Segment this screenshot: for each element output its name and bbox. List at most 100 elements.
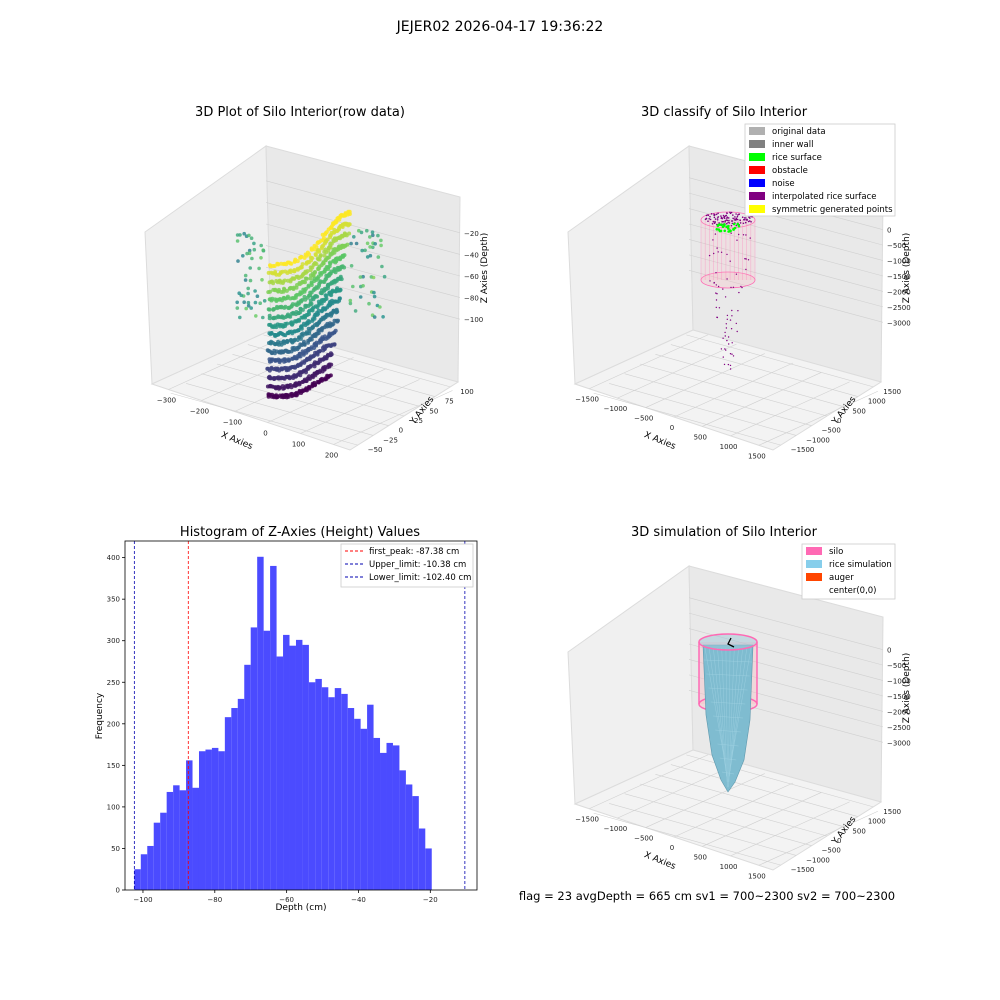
mesh-line	[729, 647, 739, 777]
interpolated-point	[717, 212, 719, 215]
interpolated-point	[705, 214, 708, 217]
point	[311, 353, 316, 358]
point	[246, 291, 250, 296]
plot2-silo-wireframe	[700, 211, 756, 289]
interpolated-point	[724, 221, 726, 223]
plot3-bars	[134, 556, 432, 890]
point	[244, 306, 248, 311]
interpolated-point	[738, 213, 740, 215]
interpolated-point	[735, 213, 737, 215]
legend-label: center(0,0)	[829, 586, 877, 596]
point	[243, 278, 248, 282]
wall-point	[723, 363, 726, 366]
mesh-line	[721, 647, 728, 782]
legend-swatch	[806, 586, 822, 594]
point	[271, 281, 276, 286]
wall-point	[727, 363, 730, 366]
interpolated-point	[705, 217, 708, 220]
interpolated-point	[713, 216, 716, 219]
wall-point	[745, 258, 747, 260]
wall-point	[725, 349, 727, 351]
plot2-pane-floor	[573, 329, 883, 451]
plot1-x-ticks: −300 −200 −100 0 100 200	[157, 397, 338, 460]
point	[308, 276, 313, 281]
point	[307, 384, 311, 389]
point	[250, 256, 254, 261]
interpolated-point	[742, 222, 745, 225]
plot2-classify: 3D classify of Silo Interior −1500−1000−…	[567, 105, 912, 460]
plot2-z-ticks: −3000 −2500 −2000 −1500 −1000 −500 0	[887, 227, 911, 328]
wall-point	[720, 348, 723, 350]
histogram-bar	[186, 760, 193, 890]
histogram-bar	[289, 645, 296, 890]
wall-point	[741, 286, 743, 289]
interpolated-point	[737, 214, 739, 216]
point	[297, 318, 302, 323]
point	[318, 253, 323, 258]
point	[278, 340, 283, 345]
wall-point	[735, 273, 738, 275]
plot4-rice-cone	[702, 644, 754, 793]
z-tick-label: −1000	[887, 258, 911, 266]
legend-label: rice surface	[772, 153, 822, 163]
point	[338, 274, 343, 279]
legend-swatch	[749, 140, 765, 148]
wall-point	[716, 247, 718, 249]
point	[376, 233, 380, 238]
point	[352, 235, 356, 239]
point	[238, 315, 242, 320]
histogram-bar	[147, 845, 154, 890]
point	[358, 295, 363, 299]
point	[332, 342, 337, 347]
rice-surface-point	[729, 229, 732, 233]
legend-label: Upper_limit: -10.38 cm	[369, 560, 466, 570]
point	[314, 245, 319, 249]
point	[329, 311, 334, 316]
interpolated-point	[727, 221, 729, 224]
wall-point	[715, 284, 717, 286]
point	[269, 331, 274, 336]
histogram-bar	[237, 698, 245, 890]
point	[281, 339, 286, 344]
histogram-bar	[179, 790, 187, 890]
point	[276, 289, 281, 294]
interpolated-point	[718, 222, 720, 224]
wall-point	[736, 330, 738, 333]
interpolated-point	[734, 216, 736, 218]
interpolated-point	[744, 218, 746, 221]
interpolated-point	[736, 215, 739, 218]
point	[296, 328, 301, 333]
point	[363, 248, 367, 253]
interpolated-point	[741, 216, 744, 218]
histogram-bar	[425, 848, 432, 890]
wall-point	[722, 356, 724, 358]
interpolated-point	[735, 224, 738, 227]
x-tick-label: 100	[292, 441, 305, 449]
x-tick-label: −300	[157, 397, 176, 405]
point	[292, 268, 297, 272]
point	[321, 236, 326, 241]
y-tick-label: 100	[460, 388, 473, 396]
histogram-bar	[399, 770, 406, 890]
wall-point	[722, 288, 724, 290]
point	[286, 314, 291, 319]
point	[303, 280, 307, 285]
mesh-line	[721, 771, 735, 775]
y-tick-label: 1000	[868, 398, 886, 406]
legend-swatch	[749, 205, 765, 213]
point	[287, 376, 292, 381]
point	[316, 248, 321, 253]
interpolated-point	[713, 214, 715, 217]
legend-swatch	[749, 192, 765, 200]
plot3-legend: first_peak: -87.38 cm Upper_limit: -10.38…	[340, 543, 474, 588]
rice-surface-point	[723, 223, 726, 226]
point	[298, 310, 303, 315]
point	[247, 233, 251, 238]
legend-swatch	[749, 127, 765, 135]
point	[365, 255, 370, 259]
interpolated-point	[720, 217, 723, 219]
x-tick-label: 0	[263, 430, 267, 438]
point	[242, 231, 246, 236]
legend-swatch	[749, 153, 765, 161]
wall-point	[727, 336, 730, 338]
